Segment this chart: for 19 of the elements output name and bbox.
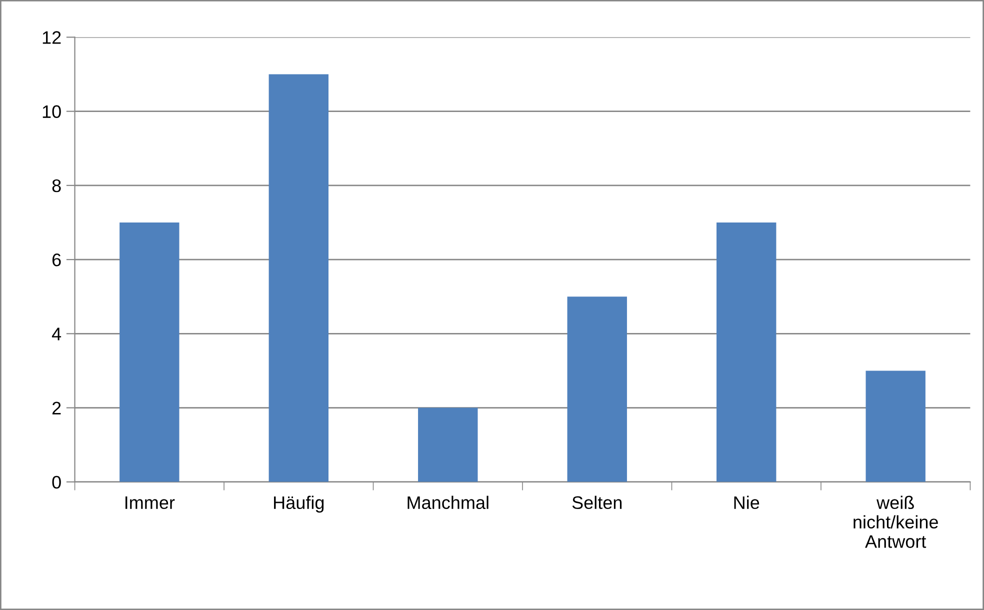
x-tick-label: Manchmal xyxy=(408,496,488,510)
bar xyxy=(567,296,627,482)
y-tick-label: 10 xyxy=(42,105,61,118)
y-tick-label: 8 xyxy=(52,179,61,192)
bar xyxy=(268,74,328,482)
y-tick-label: 4 xyxy=(52,328,62,340)
y-tick-label: 2 xyxy=(52,402,61,414)
x-tick-label: Nie xyxy=(734,496,760,510)
bar xyxy=(716,222,776,482)
x-tick-label: Selten xyxy=(572,496,622,510)
y-tick-label: 12 xyxy=(42,31,61,44)
y-tick-label: 0 xyxy=(52,476,61,489)
bar xyxy=(120,222,180,482)
x-tick-label: weiß nicht/keine Antwort xyxy=(854,496,938,548)
bar xyxy=(418,408,478,482)
x-tick-label: Immer xyxy=(125,496,175,510)
x-tick-label: Häufig xyxy=(274,496,324,513)
y-tick-label: 6 xyxy=(52,253,61,266)
bar xyxy=(866,370,926,482)
